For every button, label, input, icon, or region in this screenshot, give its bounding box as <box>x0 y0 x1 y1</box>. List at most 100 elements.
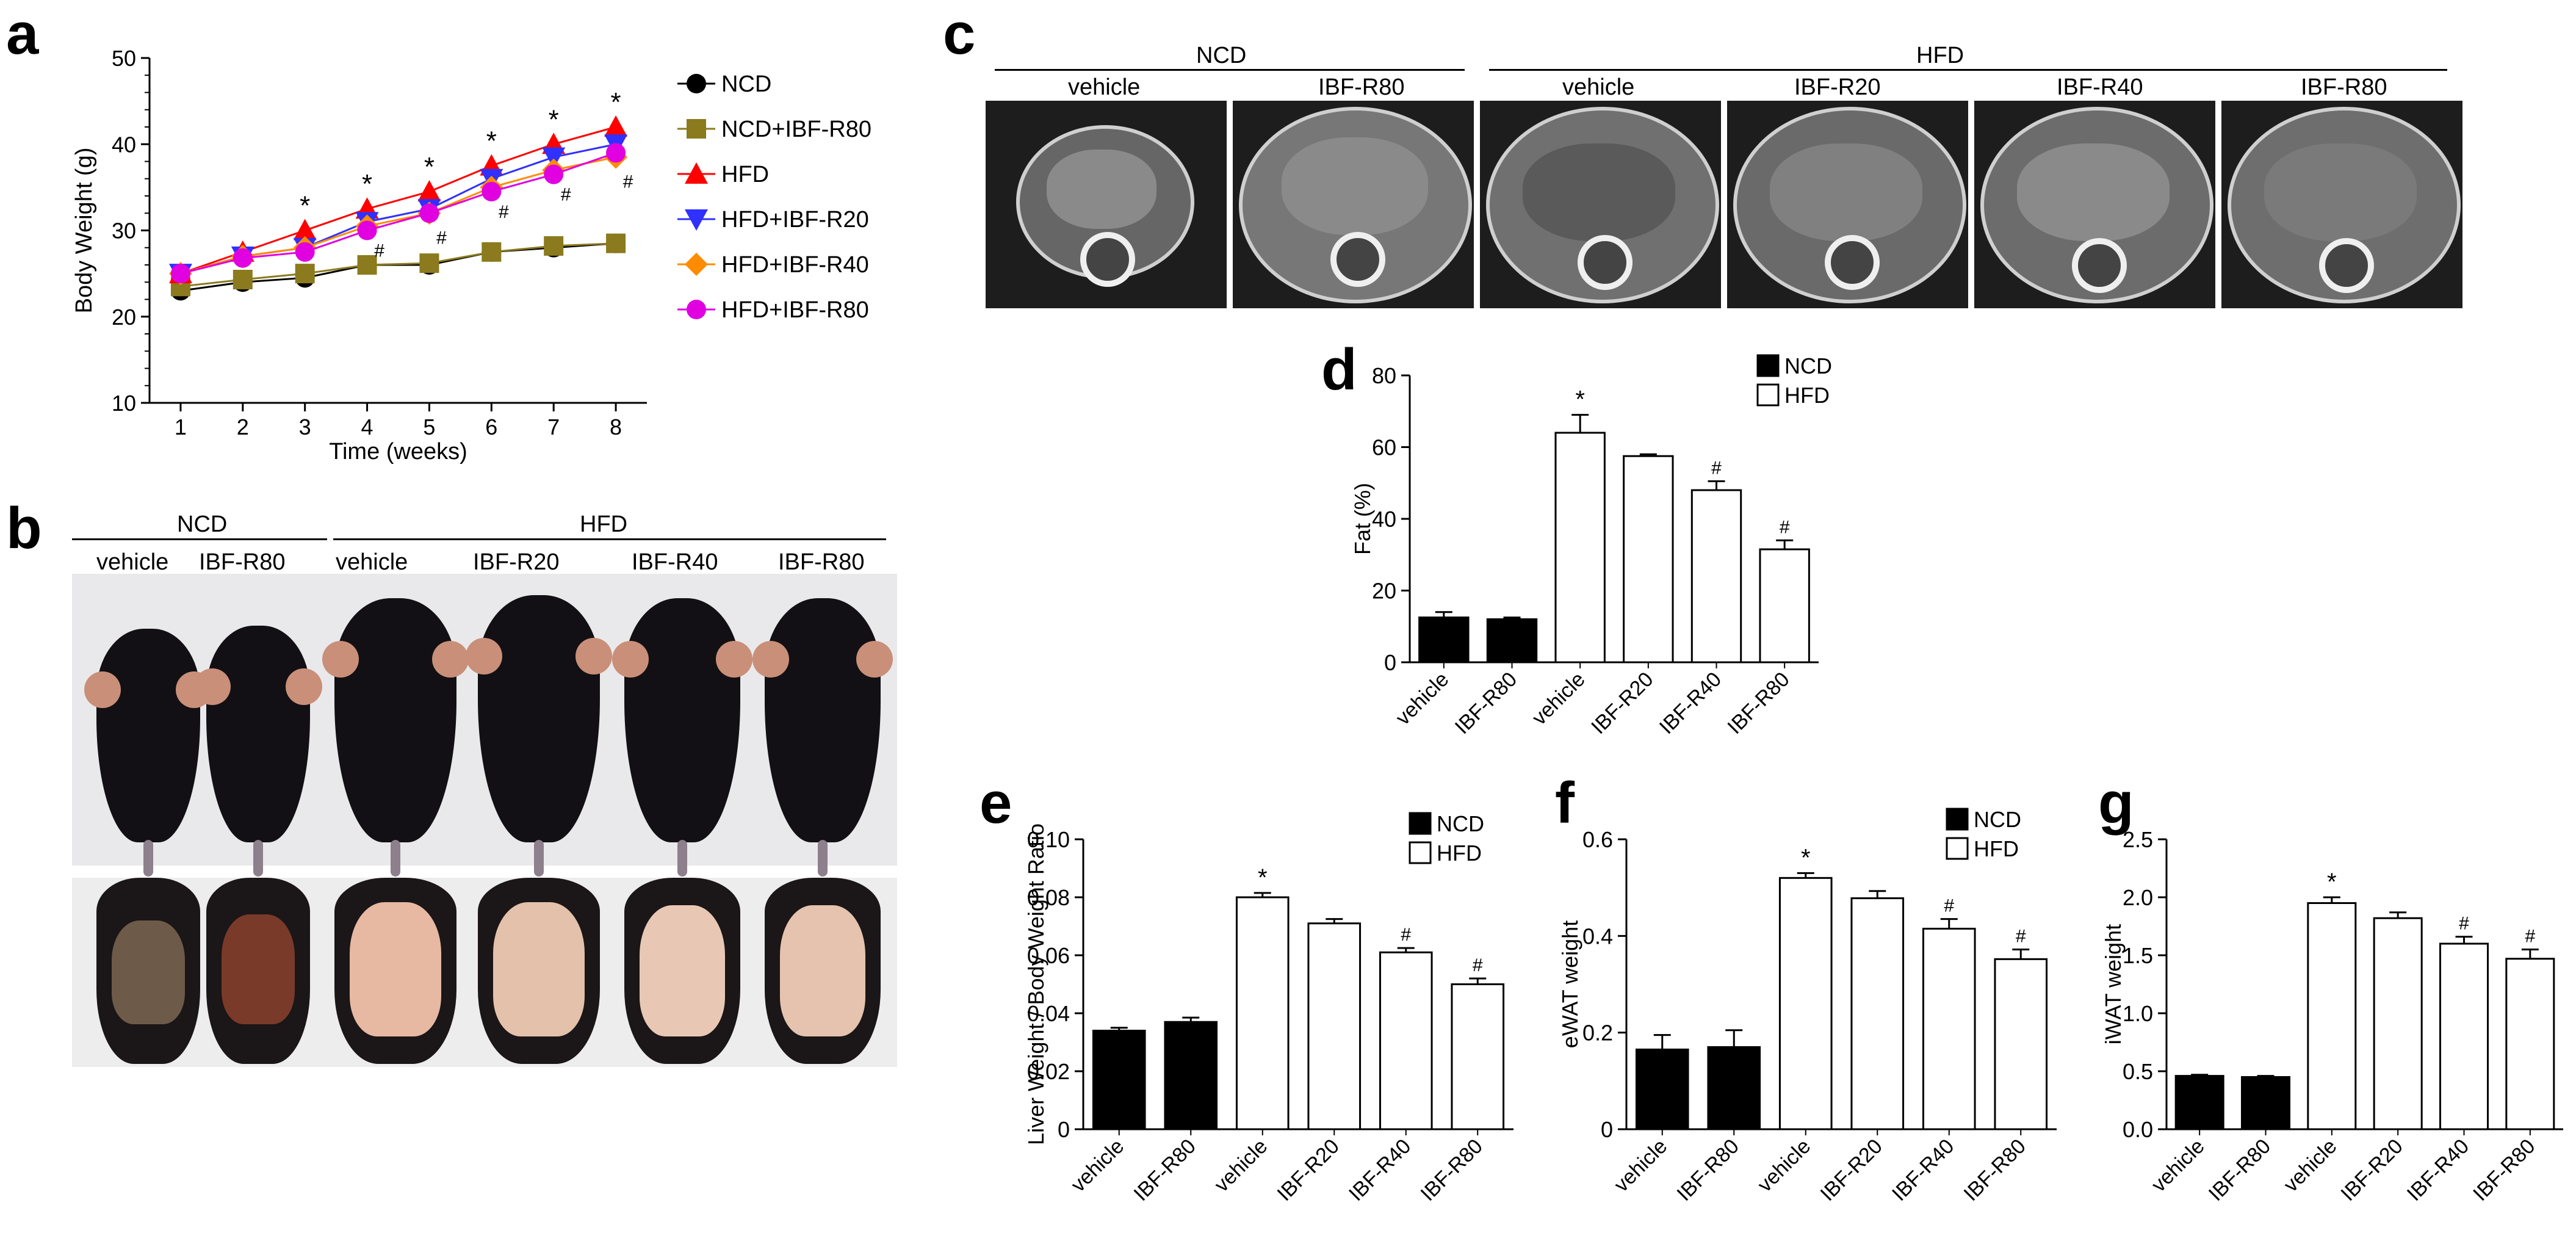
d-y-tick-label: 80 <box>1372 363 1396 388</box>
label-hfd-ibf-r80: IBF-R80 <box>778 549 865 575</box>
e-y-tick-label: 0.08 <box>1027 885 1070 910</box>
d-legend-swatch <box>1756 383 1780 407</box>
dissected-hfd-ibf-r80 <box>765 878 881 1064</box>
g-x-tick-label: IBF-R80 <box>2469 1135 2539 1206</box>
a-legend-marker <box>685 253 708 276</box>
a-data-point <box>233 270 253 290</box>
mouse-ncd-ibf-r80 <box>194 626 322 877</box>
e-y-tick-label: 0.10 <box>1027 827 1070 852</box>
a-data-point <box>419 253 439 273</box>
dissected-hfd-ibf-r20 <box>478 878 600 1064</box>
a-star-mark: * <box>549 104 559 134</box>
g-significance-mark: # <box>2525 927 2535 947</box>
f-y-tick-label: 0 <box>1601 1117 1613 1142</box>
label-hfd-ibf-r40: IBF-R40 <box>632 549 718 575</box>
d-x-tick-label: IBF-R80 <box>1723 668 1794 739</box>
a-legend-label: NCD+IBF-R80 <box>721 117 871 142</box>
g-y-tick-label: 0.5 <box>2123 1059 2153 1084</box>
f-bar <box>1994 958 2048 1130</box>
mouse-hfd-vehicle <box>322 598 469 877</box>
ct-group-hfd-rule <box>1489 69 2447 71</box>
d-y-tick-label: 0 <box>1384 650 1396 675</box>
a-y-tick-label: 10 <box>112 391 136 416</box>
a-legend-marker <box>687 74 706 93</box>
d-bar <box>1554 432 1606 664</box>
d-bar <box>1486 618 1538 664</box>
a-legend-label: HFD+IBF-R80 <box>721 297 869 323</box>
a-series-line-1 <box>180 242 616 287</box>
live-mice-photo <box>72 574 897 877</box>
ct-label-hfd-ibf-r40: IBF-R40 <box>2057 74 2143 100</box>
g-x-tick-label: vehicle <box>2147 1135 2209 1197</box>
d-y-tick-label: 20 <box>1372 579 1396 604</box>
a-data-point <box>295 264 315 284</box>
g-significance-mark: # <box>2459 914 2469 934</box>
ct-scan-ncd-ibf-r80 <box>1233 101 1474 308</box>
a-y-tick-label: 50 <box>112 46 136 71</box>
ct-scan-hfd-ibf-r20 <box>1727 101 1968 308</box>
d-x-tick-label: vehicle <box>1391 668 1454 730</box>
g-y-axis-title: iWAT weight <box>2101 924 2126 1044</box>
e-y-tick-label: 0.06 <box>1027 943 1070 968</box>
mouse-hfd-ibf-r80 <box>752 598 893 877</box>
panel-label-d: d <box>1321 337 1357 402</box>
a-x-tick-label: 7 <box>547 414 560 439</box>
a-series-line-5 <box>180 151 616 275</box>
d-bar <box>1418 616 1470 664</box>
a-star-mark: * <box>362 169 372 199</box>
e-y-tick-label: 0.02 <box>1027 1059 1070 1084</box>
f-bar <box>1922 927 1976 1130</box>
a-star-mark: * <box>611 87 621 117</box>
f-legend-label: NCD <box>1974 807 2021 832</box>
d-x-tick-label: IBF-R20 <box>1587 668 1658 739</box>
ct-scan-hfd-ibf-r80 <box>2221 101 2462 308</box>
label-hfd-ibf-r20: IBF-R20 <box>473 549 560 575</box>
group-ncd-rule <box>72 538 327 540</box>
a-data-point <box>544 236 564 256</box>
g-x-tick-label: IBF-R80 <box>2204 1135 2275 1206</box>
ct-scan-hfd-ibf-r40 <box>1974 101 2215 308</box>
g-y-tick-label: 1.0 <box>2123 1001 2153 1026</box>
ct-group-hfd-label: HFD <box>1916 43 1964 68</box>
panel-b-photos: NCD vehicle IBF-R80 HFD vehicle IBF-R20 … <box>67 501 897 1233</box>
d-x-tick-label: IBF-R80 <box>1451 668 1521 739</box>
g-y-tick-label: 2.0 <box>2123 885 2153 910</box>
label-ncd-vehicle: vehicle <box>96 549 169 575</box>
e-significance-mark: # <box>1473 955 1483 975</box>
ct-scan-ncd-vehicle <box>986 101 1227 308</box>
a-y-tick-label: 20 <box>112 305 136 330</box>
dissected-hfd-vehicle <box>334 878 456 1064</box>
f-y-tick-label: 0.4 <box>1582 924 1613 949</box>
a-data-point <box>170 264 190 284</box>
e-bar <box>1379 951 1433 1130</box>
a-x-tick-label: 5 <box>423 414 435 439</box>
f-x-tick-label: IBF-R40 <box>1888 1135 1958 1206</box>
f-x-tick-label: IBF-R80 <box>1673 1135 1744 1206</box>
a-hash-mark: # <box>436 228 447 248</box>
a-data-point <box>482 242 502 262</box>
e-x-tick-label: vehicle <box>1067 1135 1129 1197</box>
a-x-tick-label: 1 <box>175 414 187 439</box>
d-y-tick-label: 60 <box>1372 435 1396 460</box>
e-legend-swatch <box>1409 841 1432 864</box>
f-significance-mark: # <box>2016 927 2026 947</box>
e-y-tick-label: 0 <box>1058 1117 1070 1142</box>
a-data-point <box>357 255 377 275</box>
a-legend-label: HFD+IBF-R40 <box>721 252 869 278</box>
g-y-tick-label: 1.5 <box>2123 943 2153 968</box>
a-data-point <box>417 179 441 201</box>
e-significance-mark: # <box>1401 925 1411 945</box>
a-legend-label: NCD <box>721 71 771 97</box>
g-x-tick-label: vehicle <box>2279 1135 2342 1197</box>
panel-label-b: b <box>6 496 42 561</box>
g-bar <box>2373 917 2423 1130</box>
a-y-tick-label: 40 <box>112 132 136 157</box>
g-y-tick-label: 0.0 <box>2123 1117 2153 1142</box>
d-significance-mark: * <box>1575 386 1585 413</box>
a-data-point <box>419 203 439 223</box>
mouse-hfd-ibf-r20 <box>466 595 612 877</box>
f-x-tick-label: IBF-R80 <box>1960 1135 2030 1206</box>
e-x-tick-label: IBF-R20 <box>1273 1135 1344 1206</box>
e-bar <box>1235 896 1290 1130</box>
a-legend-marker <box>687 119 706 139</box>
